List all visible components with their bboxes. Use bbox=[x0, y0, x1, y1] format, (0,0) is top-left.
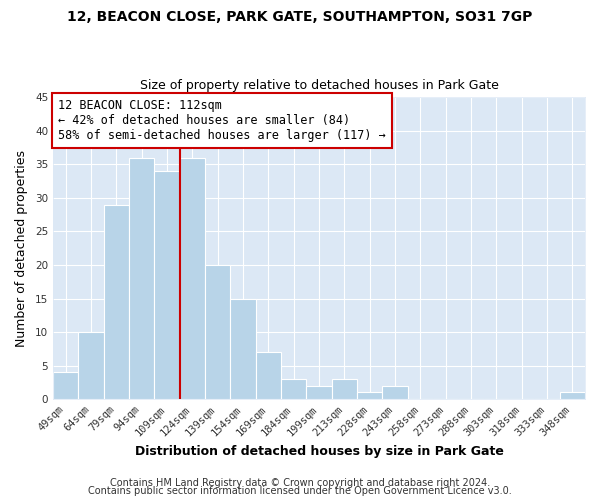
X-axis label: Distribution of detached houses by size in Park Gate: Distribution of detached houses by size … bbox=[134, 444, 503, 458]
Text: 12 BEACON CLOSE: 112sqm
← 42% of detached houses are smaller (84)
58% of semi-de: 12 BEACON CLOSE: 112sqm ← 42% of detache… bbox=[58, 99, 386, 142]
Y-axis label: Number of detached properties: Number of detached properties bbox=[15, 150, 28, 346]
Bar bbox=[79, 332, 104, 399]
Bar bbox=[332, 379, 357, 399]
Bar bbox=[230, 298, 256, 399]
Bar bbox=[560, 392, 585, 399]
Text: 12, BEACON CLOSE, PARK GATE, SOUTHAMPTON, SO31 7GP: 12, BEACON CLOSE, PARK GATE, SOUTHAMPTON… bbox=[67, 10, 533, 24]
Text: Contains HM Land Registry data © Crown copyright and database right 2024.: Contains HM Land Registry data © Crown c… bbox=[110, 478, 490, 488]
Bar bbox=[104, 204, 129, 399]
Bar bbox=[129, 158, 154, 399]
Title: Size of property relative to detached houses in Park Gate: Size of property relative to detached ho… bbox=[140, 79, 499, 92]
Bar bbox=[281, 379, 307, 399]
Bar bbox=[154, 171, 180, 399]
Bar bbox=[256, 352, 281, 399]
Bar bbox=[382, 386, 407, 399]
Text: Contains public sector information licensed under the Open Government Licence v3: Contains public sector information licen… bbox=[88, 486, 512, 496]
Bar bbox=[53, 372, 79, 399]
Bar bbox=[307, 386, 332, 399]
Bar bbox=[180, 158, 205, 399]
Bar bbox=[205, 265, 230, 399]
Bar bbox=[357, 392, 382, 399]
